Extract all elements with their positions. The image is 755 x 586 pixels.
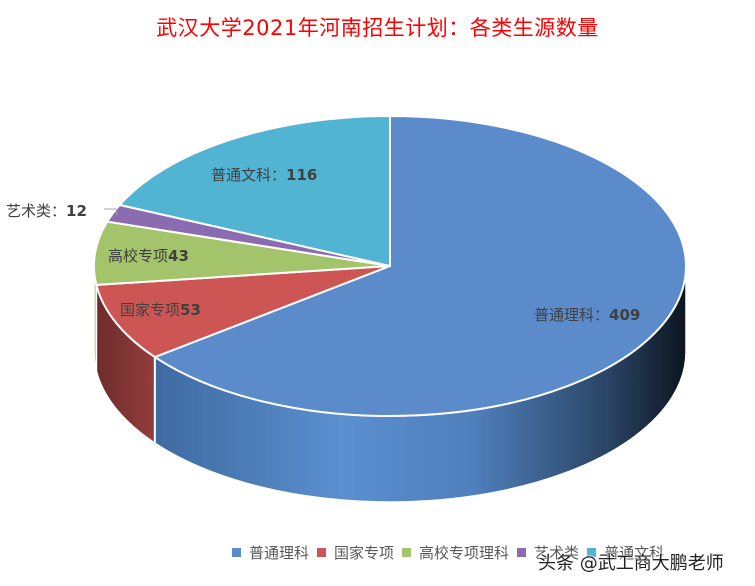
data-label-science: 普通理科：409	[534, 304, 640, 325]
legend-swatch	[402, 548, 412, 557]
data-label-national-special: 国家专项53	[120, 299, 201, 320]
pie-slice-top[interactable]	[153, 115, 687, 417]
data-label-value: 116	[286, 166, 318, 184]
data-label-text: 高校专项	[108, 247, 169, 265]
chart-legend: 普通理科 国家专项 高校专项理科 艺术类 普通文科	[232, 542, 672, 563]
legend-item-university-special[interactable]: 高校专项理科	[402, 542, 509, 563]
legend-label: 艺术类	[534, 544, 580, 562]
watermark: 头条 @武工商大鹏老师	[538, 553, 724, 574]
legend-item-arts[interactable]: 艺术类	[517, 542, 579, 563]
pie-slice-top[interactable]	[95, 265, 391, 359]
leader-line	[104, 208, 118, 216]
data-label-value: 43	[168, 247, 189, 265]
legend-swatch	[232, 548, 241, 557]
pie-group	[93, 115, 687, 503]
data-label-text: 国家专项	[120, 301, 181, 319]
data-label-value: 409	[609, 306, 641, 324]
legend-item-science[interactable]: 普通理科	[232, 542, 309, 563]
legend-item-national-special[interactable]: 国家专项	[317, 542, 394, 563]
legend-label: 高校专项理科	[419, 544, 510, 562]
legend-swatch	[587, 548, 597, 557]
data-label-text: 普通理科：	[534, 306, 610, 324]
legend-label: 普通理科	[249, 544, 310, 562]
legend-label: 国家专项	[334, 544, 395, 562]
legend-item-liberal-arts[interactable]: 普通文科	[587, 542, 664, 563]
data-label-value: 12	[66, 202, 87, 220]
legend-swatch	[317, 548, 327, 557]
data-label-value: 53	[180, 301, 201, 319]
pie-slice-top[interactable]	[118, 115, 391, 267]
data-label-text: 艺术类：	[6, 202, 67, 220]
data-label-university-special: 高校专项43	[108, 245, 189, 266]
data-label-text: 普通文科：	[211, 166, 287, 184]
data-label-arts: 艺术类：12	[6, 200, 87, 221]
legend-swatch	[517, 548, 527, 557]
pie-slice-top[interactable]	[93, 220, 391, 286]
data-label-liberal-arts: 普通文科：116	[211, 164, 317, 185]
legend-label: 普通文科	[604, 544, 665, 562]
chart-title: 武汉大学2021年河南招生计划：各类生源数量	[156, 16, 599, 40]
